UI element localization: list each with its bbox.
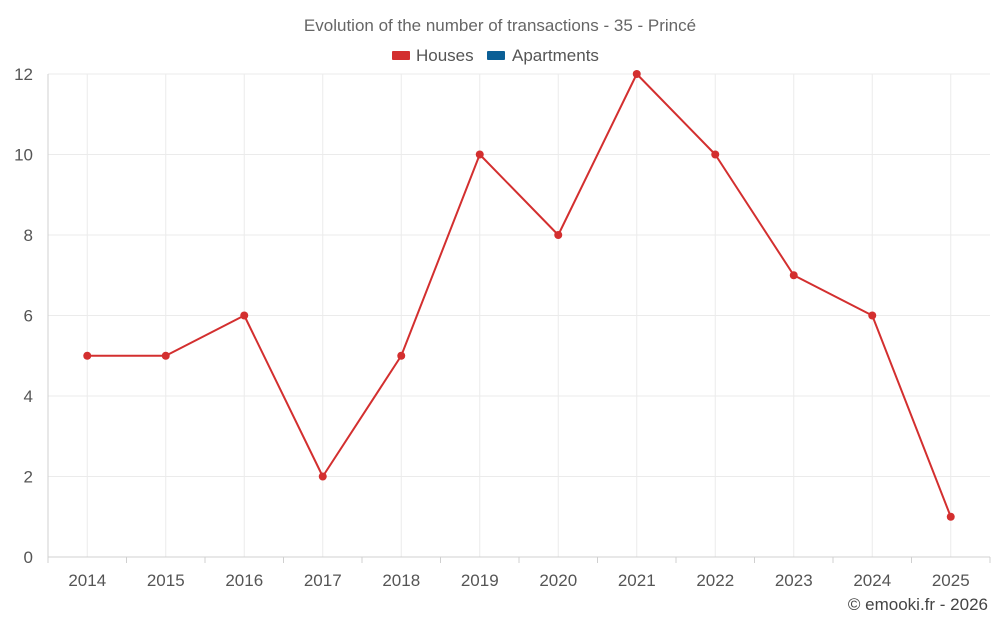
axes [47,74,991,563]
legend-item-houses[interactable]: Houses [392,46,474,65]
legend-swatch-apartments [487,51,505,60]
x-tick-label: 2017 [304,571,342,590]
legend-item-apartments[interactable]: Apartments [487,46,599,65]
y-axis-ticks: 0 2 4 6 8 10 12 [14,65,33,567]
legend-label-apartments: Apartments [512,46,599,65]
x-tick-label: 2021 [618,571,656,590]
data-point-houses[interactable] [711,150,720,159]
y-tick-label: 4 [24,387,33,406]
data-point-houses[interactable] [632,70,641,78]
x-tick-label: 2022 [696,571,734,590]
y-tick-label: 10 [14,146,33,165]
y-tick-label: 2 [24,468,33,487]
x-tick-label: 2019 [461,571,499,590]
chart-title: Evolution of the number of transactions … [304,16,696,35]
data-point-houses[interactable] [161,351,170,360]
data-point-houses[interactable] [475,150,484,159]
footer-credit: © emooki.fr - 2026 [848,595,988,614]
grid [48,73,990,557]
x-tick-label: 2014 [68,571,106,590]
y-tick-label: 6 [24,307,33,326]
data-point-houses[interactable] [240,311,249,320]
x-tick-label: 2015 [147,571,185,590]
data-point-houses[interactable] [946,512,955,521]
series [83,70,955,521]
data-point-houses[interactable] [554,231,563,239]
data-point-houses[interactable] [318,472,327,481]
series-line-houses [87,73,952,518]
x-tick-label: 2016 [225,571,263,590]
y-tick-label: 0 [24,548,33,567]
data-point-houses[interactable] [83,351,92,360]
y-tick-label: 12 [14,65,33,84]
x-axis-ticks: 2014 2015 2016 2017 2018 2019 2020 2021 2022 2023… [68,557,970,590]
legend: Houses Apartments [392,46,599,65]
x-tick-label: 2020 [539,571,577,590]
x-tick-label: 2025 [932,571,970,590]
y-tick-label: 8 [24,226,33,245]
x-tick-label: 2018 [382,571,420,590]
data-point-houses[interactable] [789,271,798,280]
data-point-houses[interactable] [868,311,877,320]
legend-swatch-houses [392,51,410,60]
data-point-houses[interactable] [397,351,406,360]
x-tick-label: 2023 [775,571,813,590]
x-tick-label: 2024 [853,571,891,590]
legend-label-houses: Houses [416,46,474,65]
